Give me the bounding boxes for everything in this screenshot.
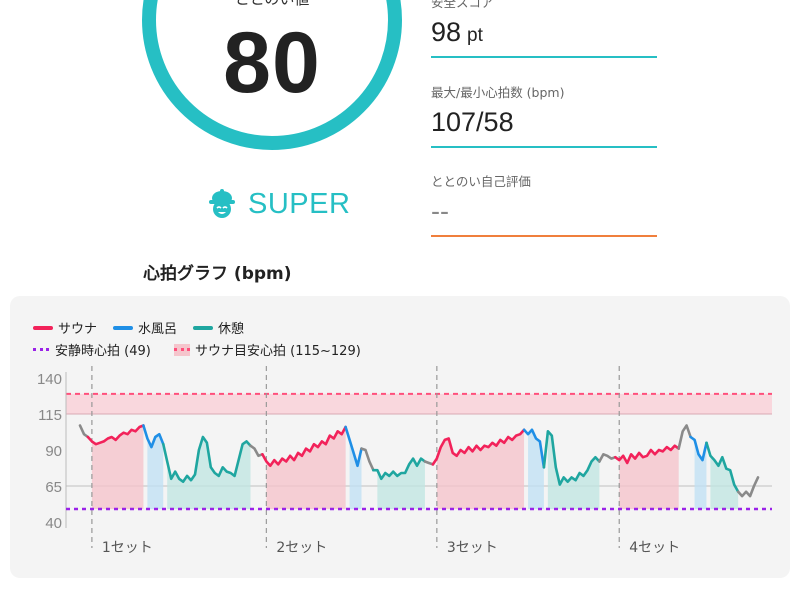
sauna-line [261, 425, 347, 468]
cold-bath-area [147, 434, 164, 510]
sauna-area [266, 426, 346, 510]
set-label: 4セット [629, 540, 680, 556]
stat-label: 安全スコア [431, 0, 494, 10]
legend-swatch [113, 325, 133, 330]
stat-value: -- [431, 196, 449, 226]
legend-swatch [193, 325, 213, 330]
set-label: 2セット [276, 540, 327, 556]
rest-area [377, 458, 425, 510]
transition-line [249, 444, 264, 458]
stat-underline [431, 146, 657, 148]
sauna-line [86, 424, 145, 446]
sauna-line [614, 444, 680, 465]
cold-bath-line [344, 425, 363, 468]
self-rating-stat[interactable]: ととのい自己評価 -- [431, 171, 657, 237]
sauna-line [431, 428, 526, 466]
stat-value: 107/58 [431, 107, 514, 137]
transition-line [78, 424, 90, 439]
cold-bath-area [349, 439, 362, 510]
rest-line [542, 430, 601, 486]
heart-rate-range-stat: 最大/最小心拍数 (bpm) 107/58 [431, 82, 657, 148]
rest-line [162, 435, 252, 483]
cold-bath-line [522, 428, 546, 469]
sauna-hat-face-icon [209, 189, 235, 218]
rest-area [547, 431, 600, 510]
rest-area [710, 455, 739, 510]
transition-line [736, 476, 760, 498]
legend-rest: 休憩 [193, 318, 244, 337]
legend-sauna-target: サウナ目安心拍 (115~129) [174, 340, 361, 359]
legend-swatch [33, 348, 49, 351]
rest-line [372, 457, 427, 481]
stat-label: 最大/最小心拍数 (bpm) [431, 85, 565, 100]
rank-label: SUPER [248, 187, 351, 220]
legend-cold-bath: 水風呂 [113, 318, 177, 337]
stat-label: ととのい自己評価 [431, 174, 531, 189]
score-value: 80 [223, 15, 321, 111]
rest-area [167, 437, 251, 510]
safety-score-stat: 安全スコア 98 pt [431, 0, 657, 58]
stat-underline [431, 56, 657, 58]
set-label: 3セット [447, 540, 498, 556]
rest-line [705, 441, 740, 494]
set-label: 1セット [102, 540, 153, 556]
transition-line [677, 424, 692, 450]
sauna-area [436, 429, 525, 510]
legend-swatch [174, 343, 190, 356]
transition-line [598, 453, 617, 463]
stat-value: 98 pt [431, 17, 483, 47]
legend-sauna: サウナ [33, 318, 97, 337]
y-tick-label: 90 [45, 443, 62, 460]
cold-bath-area [528, 429, 544, 510]
transition-line [360, 447, 375, 472]
y-tick-label: 140 [37, 371, 62, 388]
sauna-area [91, 425, 144, 510]
y-tick-label: 40 [45, 515, 62, 532]
rank-badge: SUPER [206, 184, 350, 224]
stat-underline [431, 235, 657, 237]
score-label: ととのい値 [220, 0, 324, 9]
legend-resting-hr: 安静時心拍 (49) [33, 340, 151, 359]
transition-line [423, 460, 435, 466]
cold-bath-line [142, 424, 165, 449]
legend-swatch [33, 325, 53, 330]
sauna-area [619, 445, 679, 510]
graph-title: 心拍グラフ (bpm) [143, 264, 292, 284]
cold-bath-line [689, 435, 708, 462]
y-tick-label: 115 [38, 407, 62, 424]
sauna-target-band [66, 393, 772, 414]
y-tick-label: 65 [45, 479, 62, 496]
